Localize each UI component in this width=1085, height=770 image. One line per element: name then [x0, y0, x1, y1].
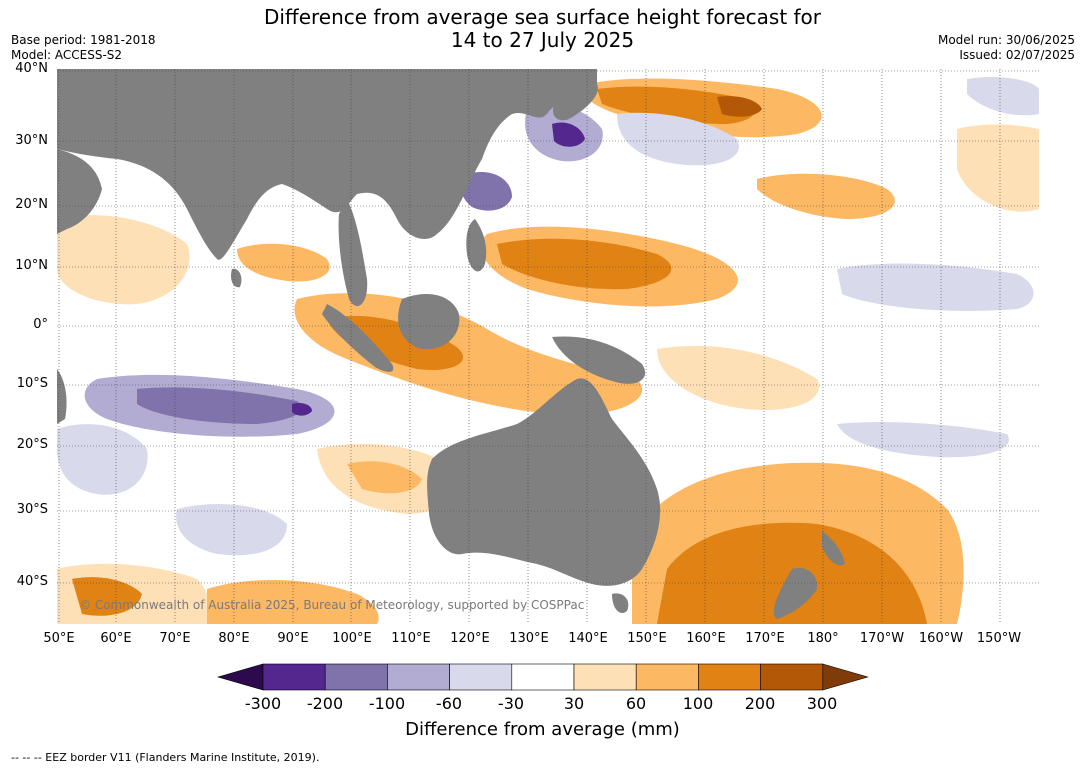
colorbar-swatches	[216, 663, 869, 691]
lat-tick-40n: 40°N	[15, 61, 48, 76]
colorbar-swatch	[635, 663, 699, 691]
anomaly-north-indian	[57, 215, 190, 305]
anomaly-east-north-pacific-neg	[967, 77, 1039, 116]
negative-anomaly-layer	[57, 77, 1039, 556]
chart-title-line2: 14 to 27 July 2025	[450, 28, 635, 52]
arabia-tip	[57, 149, 102, 234]
lat-tick-30n: 30°N	[15, 133, 48, 148]
positive-anomaly-layer	[57, 78, 1039, 624]
copyright-notice: © Commonwealth of Australia 2025, Bureau…	[79, 598, 585, 612]
colorbar-swatch	[449, 663, 513, 691]
lat-tick-20s: 20°S	[16, 437, 48, 452]
new-zealand-north	[822, 531, 845, 566]
anomaly-bay-of-bengal	[237, 243, 330, 282]
lon-tick-140e: 140°E	[568, 631, 608, 646]
lat-tick-equator: 0°	[33, 317, 48, 332]
lon-tick-100e: 100°E	[332, 631, 372, 646]
tasmania	[612, 593, 629, 614]
colorbar-tick-neg200: -200	[306, 694, 344, 713]
lat-tick-40s: 40°S	[16, 574, 48, 589]
anomaly-south-indian-peak	[292, 402, 312, 416]
sri-lanka	[230, 268, 242, 288]
anomaly-central-pacific	[657, 345, 819, 410]
colorbar-arrow-low	[216, 663, 264, 691]
anomaly-southwest-neg	[57, 424, 148, 495]
model-run-label: Model run: 30/06/2025	[937, 33, 1075, 47]
colorbar-label: Difference from average (mm)	[405, 719, 680, 740]
anomaly-south-indian-neg-core	[137, 387, 303, 424]
borneo	[398, 294, 460, 350]
base-period-label: Base period: 1981-2018	[11, 33, 156, 47]
anomaly-banda-core	[327, 315, 464, 370]
lat-tick-10n: 10°N	[15, 258, 48, 273]
colorbar-tick-100: 100	[682, 694, 714, 713]
colorbar-swatch	[262, 663, 326, 691]
colorbar-tick-neg30: -30	[497, 694, 525, 713]
anomaly-east-pacific	[957, 124, 1039, 212]
lon-tick-90e: 90°E	[277, 631, 309, 646]
anomaly-south-pacific-neg	[837, 422, 1009, 458]
issued-label: Issued: 02/07/2025	[959, 48, 1075, 62]
colorbar-tick-30: 30	[563, 694, 585, 713]
lon-tick-50e: 50°E	[43, 631, 75, 646]
new-guinea	[552, 336, 646, 384]
graticule	[57, 69, 1039, 624]
lat-tick-10s: 10°S	[16, 376, 48, 391]
sumatra	[322, 304, 394, 372]
anomaly-philippine-core	[497, 238, 672, 290]
lon-tick-160e: 160°E	[686, 631, 726, 646]
anomaly-southern-belt	[207, 579, 379, 624]
colorbar-swatch	[511, 663, 575, 691]
anomaly-sw-core	[72, 577, 142, 616]
map-canvas	[57, 69, 1039, 624]
map-panel	[57, 69, 1039, 624]
model-label: Model: ACCESS-S2	[11, 48, 123, 62]
philippines	[466, 219, 487, 272]
colorbar-swatch	[324, 663, 388, 691]
lon-tick-170w: 170°W	[859, 631, 905, 646]
chart-title-line1: Difference from average sea surface heig…	[263, 5, 822, 29]
colorbar-tick-neg60: -60	[435, 694, 463, 713]
anomaly-kuroshio-core	[597, 86, 756, 124]
colorbar-tick-200: 200	[744, 694, 776, 713]
anomaly-north-pacific-neg	[617, 112, 739, 166]
colorbar-tick-neg300: -300	[244, 694, 282, 713]
colorbar-arrow-high	[822, 663, 869, 691]
anomaly-tropical-pacific-neg	[837, 263, 1034, 311]
colorbar-swatch	[698, 663, 761, 691]
malay-peninsula	[338, 199, 368, 307]
colorbar-tick-300: 300	[806, 694, 838, 713]
lon-tick-70e: 70°E	[159, 631, 191, 646]
lon-tick-170e: 170°E	[745, 631, 785, 646]
lon-tick-150w: 150°W	[976, 631, 1022, 646]
madagascar	[57, 369, 67, 424]
colorbar-tick-neg100: -100	[368, 694, 406, 713]
lat-tick-20n: 20°N	[15, 197, 48, 212]
anomaly-north-pacific	[757, 173, 895, 219]
anomaly-southern-indian-neg	[176, 504, 287, 556]
asia-landmass	[57, 69, 597, 260]
lon-tick-120e: 120°E	[450, 631, 490, 646]
lon-tick-80e: 80°E	[218, 631, 250, 646]
lon-tick-130e: 130°E	[509, 631, 549, 646]
anomaly-south-indian-core	[347, 461, 422, 494]
anomaly-kuroshio-peak	[717, 96, 762, 117]
australia	[427, 378, 661, 586]
colorbar-swatch	[387, 663, 450, 691]
colorbar-swatch	[760, 663, 824, 691]
colorbar-swatch	[573, 663, 637, 691]
lon-tick-60e: 60°E	[100, 631, 132, 646]
colorbar	[216, 663, 869, 691]
new-zealand-south	[773, 567, 818, 619]
lon-tick-180: 180°	[807, 631, 839, 646]
lat-tick-30s: 30°S	[16, 502, 48, 517]
colorbar-tick-60: 60	[625, 694, 647, 713]
lon-tick-160w: 160°W	[918, 631, 964, 646]
lon-tick-110e: 110°E	[391, 631, 431, 646]
lon-tick-150e: 150°E	[627, 631, 667, 646]
anomaly-japan-neg-core	[552, 122, 585, 147]
eez-border-note: -- -- -- EEZ border V11 (Flanders Marine…	[11, 751, 320, 764]
anomaly-south-china-neg	[460, 171, 512, 211]
